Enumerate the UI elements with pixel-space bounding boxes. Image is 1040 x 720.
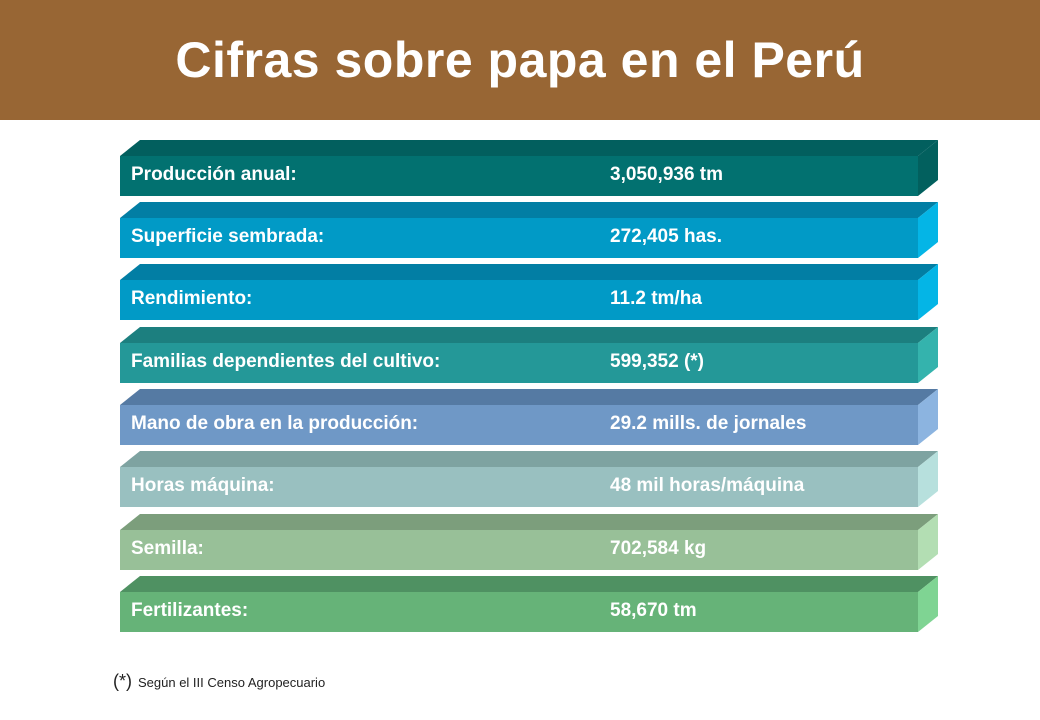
row-value: 272,405 has. <box>610 226 722 247</box>
title-banner: Cifras sobre papa en el Perú <box>0 0 1040 120</box>
row-superficie-sembrada: Superficie sembrada: 272,405 has. <box>120 202 938 258</box>
row-bar-shape <box>120 327 938 383</box>
row-bar-shape <box>120 576 938 632</box>
row-label: Semilla: <box>131 538 204 559</box>
row-semilla: Semilla: 702,584 kg <box>120 514 938 570</box>
row-label: Horas máquina: <box>131 475 275 496</box>
footnote-text: Según el III Censo Agropecuario <box>138 675 326 690</box>
row-value: 58,670 tm <box>610 600 697 621</box>
row-produccion-anual: Producción anual: 3,050,936 tm <box>120 140 938 196</box>
footnote: (*) Según el III Censo Agropecuario <box>113 671 325 692</box>
row-value: 702,584 kg <box>610 538 707 559</box>
row-value: 599,352 (*) <box>610 351 705 372</box>
row-label: Producción anual: <box>131 164 297 185</box>
row-label: Familias dependientes del cultivo: <box>131 351 441 372</box>
row-bar-shape <box>120 202 938 258</box>
row-fertilizantes: Fertilizantes: 58,670 tm <box>120 576 938 632</box>
row-familias-dependientes: Familias dependientes del cultivo: 599,3… <box>120 327 938 383</box>
row-bar-shape <box>120 389 938 445</box>
row-value: 11.2 tm/ha <box>610 288 702 309</box>
row-value: 3,050,936 tm <box>610 164 724 185</box>
row-bar-shape <box>120 264 938 320</box>
row-bar-shape <box>120 514 938 570</box>
row-label: Superficie sembrada: <box>131 226 325 247</box>
row-value: 48 mil horas/máquina <box>610 475 805 496</box>
row-label: Mano de obra en la producción: <box>131 413 419 434</box>
row-label: Rendimiento: <box>131 288 253 309</box>
row-bar-shape <box>120 140 938 196</box>
row-bar-shape <box>120 451 938 507</box>
row-horas-maquina: Horas máquina: 48 mil horas/máquina <box>120 451 938 507</box>
row-mano-de-obra: Mano de obra en la producción: 29.2 mill… <box>120 389 938 445</box>
page-title: Cifras sobre papa en el Perú <box>175 32 865 88</box>
row-label: Fertilizantes: <box>131 600 249 621</box>
row-rendimiento: Rendimiento: 11.2 tm/ha <box>120 264 938 320</box>
footnote-mark: (*) <box>113 671 132 691</box>
row-value: 29.2 mills. de jornales <box>610 413 807 434</box>
